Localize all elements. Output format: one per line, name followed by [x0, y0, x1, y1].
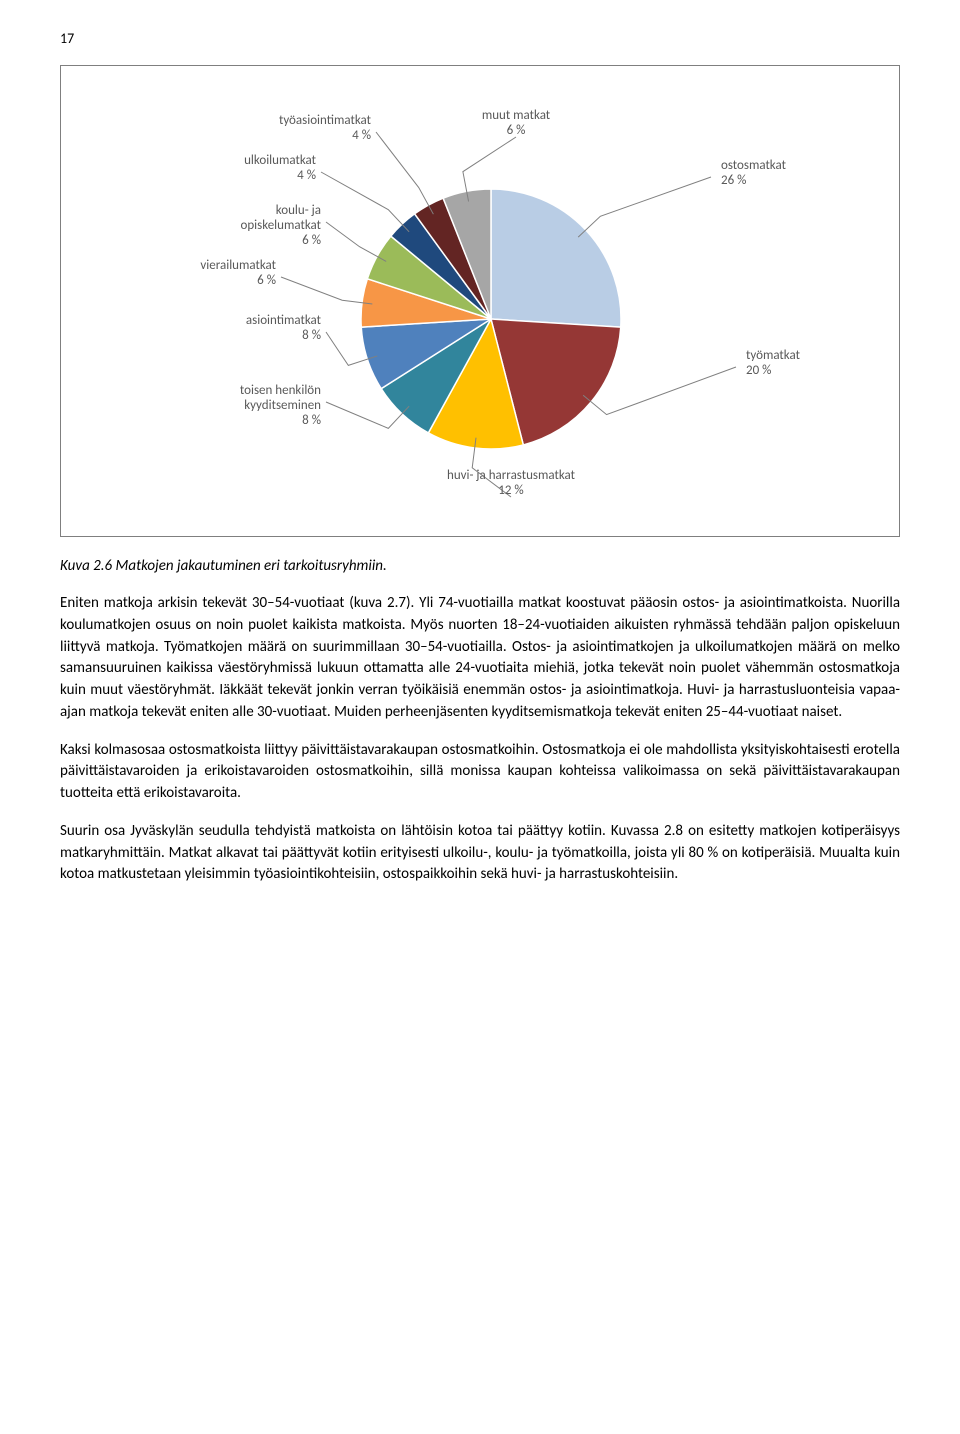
slice-label: ulkoilumatkat4 % — [244, 153, 317, 183]
pie-chart: ostosmatkat26 % työmatkat20 % huvi- ja har… — [81, 84, 901, 514]
slice-label: vierailumatkat6 % — [200, 258, 276, 288]
body-paragraph: Eniten matkoja arkisin tekevät 30–54-vuo… — [60, 593, 900, 724]
slice-label: asiointimatkat8 % — [246, 313, 322, 343]
page-number: 17 — [60, 30, 900, 47]
leader-line — [376, 132, 433, 214]
body-paragraph: Kaksi kolmasosaa ostosmatkoista liittyy … — [60, 740, 900, 805]
slice-label: huvi- ja harrastusmatkat12 % — [447, 468, 576, 498]
body-paragraph: Suurin osa Jyväskylän seudulla tehdyistä… — [60, 821, 900, 886]
slice-label: työasiointimatkat4 % — [279, 113, 372, 143]
slice-label: työmatkat20 % — [746, 348, 801, 378]
slice-label: toisen henkilönkyyditseminen8 % — [240, 383, 321, 428]
slice-label: koulu- jaopiskelumatkat6 % — [240, 203, 321, 248]
leader-line — [281, 277, 372, 304]
pie-slice — [491, 189, 621, 327]
slice-label: ostosmatkat26 % — [721, 158, 787, 188]
slice-label: muut matkat6 % — [482, 108, 551, 138]
pie-chart-container: ostosmatkat26 % työmatkat20 % huvi- ja har… — [60, 65, 900, 537]
leader-line — [321, 172, 409, 232]
leader-line — [578, 177, 711, 237]
figure-caption: Kuva 2.6 Matkojen jakautuminen eri tarko… — [60, 557, 900, 575]
